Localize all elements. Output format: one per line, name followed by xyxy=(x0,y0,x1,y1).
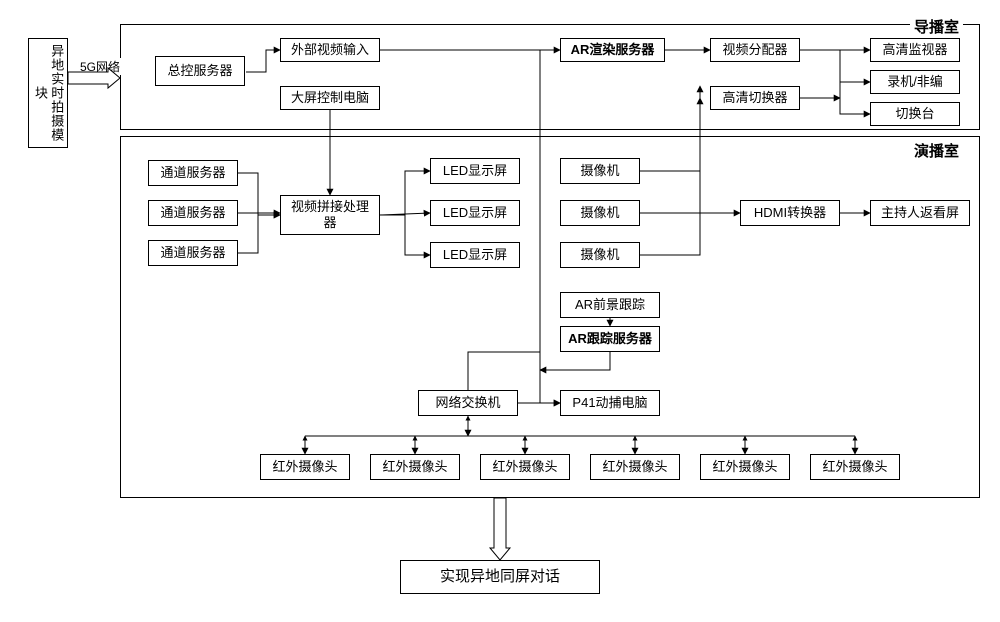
region-studio-label: 演播室 xyxy=(910,140,963,161)
node-vid-dist: 视频分配器 xyxy=(710,38,800,62)
node-ir5: 红外摄像头 xyxy=(700,454,790,480)
node-result: 实现异地同屏对话 xyxy=(400,560,600,594)
node-ar-fg-track: AR前景跟踪 xyxy=(560,292,660,318)
node-ch3: 通道服务器 xyxy=(148,240,238,266)
node-cam1: 摄像机 xyxy=(560,158,640,184)
edge-label-5g: 5G网络 xyxy=(78,58,122,75)
node-cam3: 摄像机 xyxy=(560,242,640,268)
node-ch2: 通道服务器 xyxy=(148,200,238,226)
node-p41: P41动捕电脑 xyxy=(560,390,660,416)
node-ir4: 红外摄像头 xyxy=(590,454,680,480)
node-ir2: 红外摄像头 xyxy=(370,454,460,480)
region-control-room-label: 导播室 xyxy=(910,16,963,37)
node-led3: LED显示屏 xyxy=(430,242,520,268)
node-ch1: 通道服务器 xyxy=(148,160,238,186)
node-ir6: 红外摄像头 xyxy=(810,454,900,480)
node-hd-monitor: 高清监视器 xyxy=(870,38,960,62)
node-net-switch: 网络交换机 xyxy=(418,390,518,416)
node-ar-track-srv: AR跟踪服务器 xyxy=(560,326,660,352)
node-switcher: 切换台 xyxy=(870,102,960,126)
node-ir3: 红外摄像头 xyxy=(480,454,570,480)
node-led2: LED显示屏 xyxy=(430,200,520,226)
region-studio xyxy=(120,136,980,498)
node-master: 总控服务器 xyxy=(155,56,245,86)
diagram-canvas: 导播室 演播室 异地实时拍摄模块 总控服务器 外部视频输入 大屏控制电脑 AR渲… xyxy=(0,0,1000,622)
node-led1: LED显示屏 xyxy=(430,158,520,184)
node-remote: 异地实时拍摄模块 xyxy=(28,38,68,148)
node-hdmi-conv: HDMI转换器 xyxy=(740,200,840,226)
node-cam2: 摄像机 xyxy=(560,200,640,226)
node-ext-vid-in: 外部视频输入 xyxy=(280,38,380,62)
node-ar-render: AR渲染服务器 xyxy=(560,38,665,62)
node-hd-switch: 高清切换器 xyxy=(710,86,800,110)
node-splicer: 视频拼接处理器 xyxy=(280,195,380,235)
region-control-room xyxy=(120,24,980,130)
node-ir1: 红外摄像头 xyxy=(260,454,350,480)
node-rec-nle: 录机/非编 xyxy=(870,70,960,94)
node-host-screen: 主持人返看屏 xyxy=(870,200,970,226)
node-bigscreen-pc: 大屏控制电脑 xyxy=(280,86,380,110)
